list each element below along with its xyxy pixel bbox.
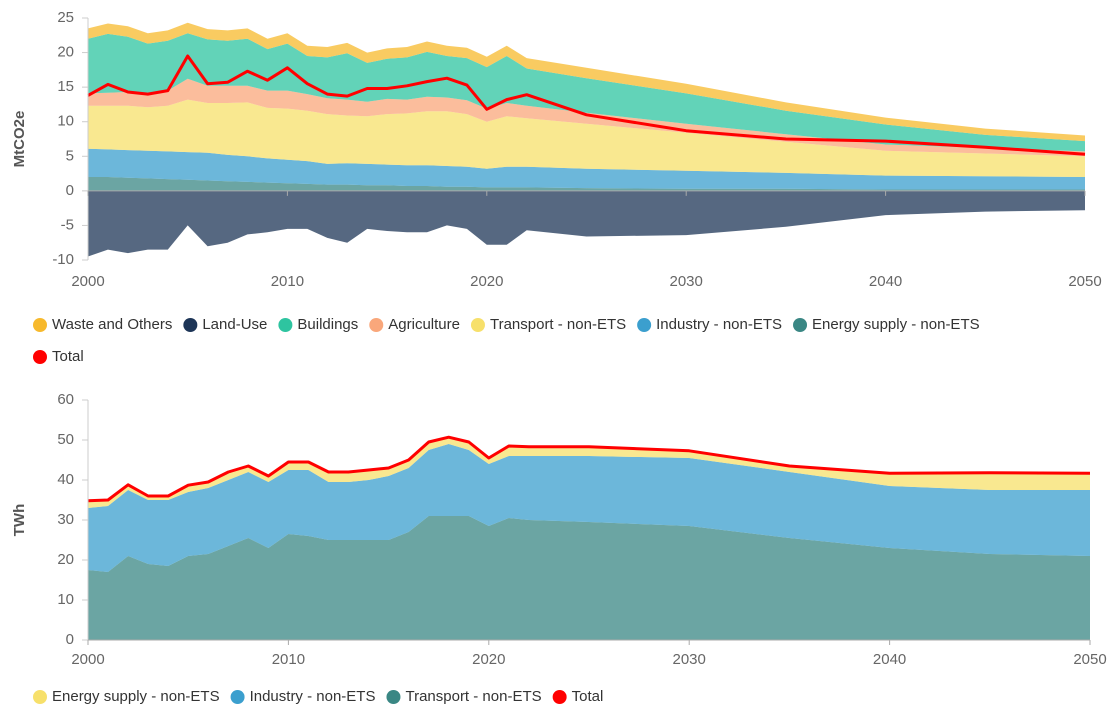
- y-tick-label: 60: [57, 391, 74, 408]
- y-tick-label: 10: [57, 591, 74, 608]
- area: [88, 516, 1090, 640]
- area: [88, 190, 1085, 257]
- line: [87, 435, 1091, 503]
- x-tick-label: 2030: [670, 273, 703, 290]
- x-tick-label: 2040: [873, 651, 906, 668]
- legend-label: Transport - non-ETS: [405, 688, 541, 705]
- x-tick-label: 2010: [271, 273, 304, 290]
- x-tick-label: 2010: [272, 651, 305, 668]
- legend-label: Total: [572, 688, 604, 705]
- legend-label: Energy supply - non-ETS: [52, 688, 220, 705]
- legend-item: Transport - non-ETS: [386, 688, 542, 705]
- y-tick-label: 0: [66, 631, 74, 648]
- legend-item: Waste and Others: [33, 316, 172, 333]
- y-tick-label: -5: [61, 216, 74, 233]
- x-tick-label: 2040: [869, 273, 902, 290]
- legend-label: Transport - non-ETS: [490, 316, 626, 333]
- legend-item: Total: [33, 348, 84, 365]
- legend-item: Agriculture: [369, 316, 460, 333]
- legend-item: Industry - non-ETS: [230, 688, 376, 705]
- legend-item: Energy supply - non-ETS: [793, 316, 980, 333]
- area: [88, 99, 1085, 177]
- y-tick-label: 5: [66, 147, 74, 164]
- legend-item: Land-Use: [183, 316, 267, 333]
- x-tick-label: 2000: [71, 273, 104, 290]
- area: [88, 22, 1085, 142]
- legend-item: Industry - non-ETS: [637, 316, 782, 333]
- legend-swatch: [793, 318, 808, 332]
- legend-swatch: [33, 690, 47, 704]
- y-tick-label: 0: [66, 182, 74, 199]
- legend-label: Buildings: [297, 316, 358, 333]
- legend-label: Total: [52, 348, 84, 365]
- y-tick-label: 15: [57, 78, 74, 95]
- legend-label: Land-Use: [202, 316, 267, 333]
- legend-item: Energy supply - non-ETS: [33, 688, 220, 705]
- legend-label: Industry - non-ETS: [250, 688, 376, 705]
- legend-label: Industry - non-ETS: [656, 316, 782, 333]
- x-tick-label: 2050: [1068, 273, 1101, 290]
- x-tick-label: 2020: [470, 273, 503, 290]
- x-tick-label: 2030: [673, 651, 706, 668]
- y-axis-title: TWh: [11, 504, 28, 536]
- area: [88, 148, 1085, 190]
- y-tick-label: 20: [57, 551, 74, 568]
- legend-label: Energy supply - non-ETS: [812, 316, 980, 333]
- y-tick-label: 40: [57, 471, 74, 488]
- legend-swatch: [386, 690, 401, 704]
- area: [88, 78, 1085, 157]
- legend-item: Buildings: [278, 316, 358, 333]
- legend-swatch: [33, 350, 47, 364]
- x-tick-label: 2020: [472, 651, 505, 668]
- legend-swatch: [470, 318, 485, 332]
- y-axis-title: MtCO2e: [11, 111, 28, 168]
- x-tick-label: 2050: [1073, 651, 1106, 668]
- legend-swatch: [637, 318, 652, 332]
- legend-item: Transport - non-ETS: [470, 316, 626, 333]
- area: [88, 33, 1085, 152]
- legend-swatch: [278, 318, 293, 332]
- legend-swatch: [183, 318, 198, 332]
- y-tick-label: -10: [52, 251, 74, 268]
- y-tick-label: 30: [57, 511, 74, 528]
- y-tick-label: 20: [57, 44, 74, 61]
- legend-label: Agriculture: [388, 316, 460, 333]
- area: [88, 444, 1090, 572]
- area: [88, 177, 1085, 191]
- y-tick-label: 50: [57, 431, 74, 448]
- line: [87, 54, 1086, 156]
- y-tick-label: 10: [57, 113, 74, 130]
- legend-swatch: [369, 318, 384, 332]
- legend-item: Total: [552, 688, 604, 705]
- y-tick-label: 25: [57, 9, 74, 26]
- legend-label: Waste and Others: [52, 316, 172, 333]
- x-tick-label: 2000: [71, 651, 104, 668]
- legend-swatch: [230, 690, 245, 704]
- area: [88, 437, 1090, 508]
- legend-swatch: [552, 690, 567, 704]
- legend-swatch: [33, 318, 47, 332]
